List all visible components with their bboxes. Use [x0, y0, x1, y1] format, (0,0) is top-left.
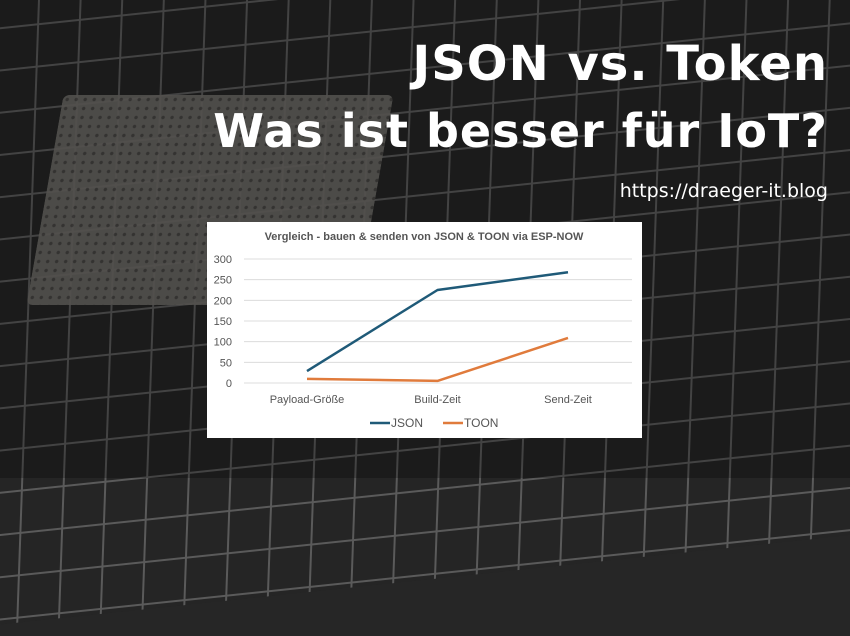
- headline-line-1: JSON vs. Token: [412, 36, 828, 92]
- y-tick-label: 300: [214, 254, 232, 266]
- series-line-json: [307, 272, 568, 371]
- x-tick-label: Payload-Größe: [270, 394, 345, 406]
- x-tick-label: Send-Zeit: [544, 394, 592, 406]
- y-tick-label: 200: [214, 295, 232, 307]
- chart-title: Vergleich - bauen & senden von JSON & TO…: [265, 231, 584, 243]
- chart-svg: Vergleich - bauen & senden von JSON & TO…: [207, 222, 642, 438]
- y-tick-label: 150: [214, 316, 232, 328]
- y-tick-label: 250: [214, 275, 232, 287]
- legend-label: JSON: [391, 416, 423, 430]
- y-tick-label: 50: [220, 357, 232, 369]
- headline-line-2: Was ist besser für IoT?: [213, 104, 828, 158]
- y-tick-label: 0: [226, 378, 232, 390]
- series-line-toon: [307, 338, 568, 381]
- line-chart: Vergleich - bauen & senden von JSON & TO…: [207, 222, 642, 438]
- x-tick-label: Build-Zeit: [414, 394, 460, 406]
- y-tick-label: 100: [214, 337, 232, 349]
- blog-url[interactable]: https://draeger-it.blog: [620, 180, 828, 202]
- legend-label: TOON: [464, 416, 498, 430]
